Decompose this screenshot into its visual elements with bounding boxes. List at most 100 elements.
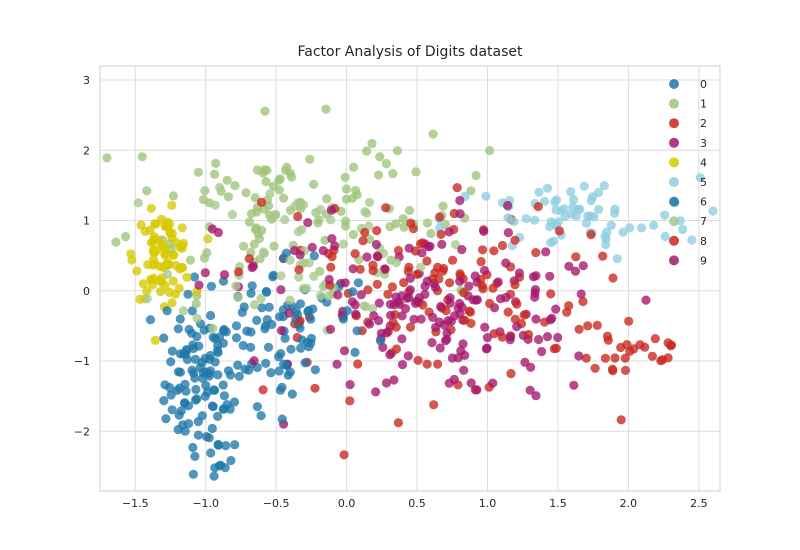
data-point <box>479 265 490 276</box>
data-point <box>352 190 362 200</box>
data-point <box>459 365 469 375</box>
legend-marker-3 <box>669 137 679 148</box>
data-point <box>647 351 658 361</box>
data-point <box>187 306 197 316</box>
data-point <box>262 315 272 325</box>
data-point <box>391 344 402 354</box>
x-tick-label: −1.0 <box>192 497 219 510</box>
legend-marker-0 <box>669 79 679 89</box>
x-tick-label: 2.0 <box>620 497 638 510</box>
data-point <box>146 203 156 213</box>
data-point <box>650 334 660 344</box>
data-point <box>121 232 131 242</box>
data-point <box>234 371 244 381</box>
data-point <box>285 255 295 265</box>
data-point <box>436 229 446 239</box>
data-point <box>136 220 146 230</box>
data-point <box>601 234 611 244</box>
data-point <box>389 300 399 310</box>
data-point <box>405 285 415 295</box>
data-point <box>594 187 604 197</box>
data-point <box>197 411 207 421</box>
data-point <box>207 224 217 234</box>
data-point <box>341 221 351 231</box>
data-point <box>566 187 576 197</box>
data-point <box>350 249 360 259</box>
data-point <box>269 241 279 251</box>
data-point <box>375 336 385 346</box>
data-point <box>361 302 371 312</box>
data-point <box>479 226 489 236</box>
x-tick-label: 1.0 <box>479 497 497 510</box>
data-point <box>455 269 465 279</box>
data-point <box>503 228 513 238</box>
data-point <box>305 154 315 164</box>
data-point <box>405 322 416 332</box>
data-point <box>506 369 516 379</box>
data-point <box>258 385 268 395</box>
data-point <box>233 360 243 370</box>
data-point <box>391 258 401 268</box>
data-point <box>477 281 487 291</box>
data-point <box>191 299 201 309</box>
data-point <box>472 385 482 395</box>
data-point <box>413 355 423 365</box>
data-point <box>173 367 184 377</box>
data-point <box>148 255 159 265</box>
data-point <box>321 104 331 114</box>
data-point <box>583 321 593 331</box>
data-point <box>330 241 340 251</box>
legend-marker-7 <box>669 216 679 227</box>
data-point <box>493 277 503 287</box>
data-point <box>599 181 609 191</box>
data-point <box>534 187 544 197</box>
data-point <box>188 442 198 453</box>
data-point <box>620 353 630 363</box>
data-point <box>510 280 520 290</box>
data-point <box>602 331 613 341</box>
legend-marker-2 <box>669 118 679 129</box>
data-point <box>581 218 592 228</box>
data-point <box>505 332 516 342</box>
data-point <box>569 194 579 205</box>
data-point <box>531 314 541 324</box>
x-tick-labels: −1.5 −1.0 −0.5 0.0 0.5 1.0 1.5 2.0 2.5 <box>122 497 708 510</box>
data-point <box>356 290 366 300</box>
data-point <box>456 346 466 356</box>
data-point <box>261 286 271 297</box>
data-point <box>590 363 600 373</box>
data-point <box>178 420 188 430</box>
data-point <box>264 201 274 211</box>
data-point <box>586 230 596 240</box>
data-point <box>192 313 202 323</box>
data-point <box>554 226 565 236</box>
data-point <box>326 215 336 225</box>
data-point <box>438 201 448 211</box>
legend-label-3: 3 <box>700 137 707 150</box>
data-point <box>374 298 384 308</box>
data-point <box>657 355 668 365</box>
x-tick-label: 1.5 <box>549 497 567 510</box>
data-point <box>559 204 569 214</box>
data-point <box>199 325 209 335</box>
data-point <box>372 226 382 236</box>
data-point <box>382 328 392 338</box>
data-point <box>297 225 307 235</box>
data-point <box>164 219 174 229</box>
data-point <box>242 326 252 336</box>
data-point <box>133 198 143 208</box>
x-tick-label: 0.5 <box>408 497 426 510</box>
data-point <box>313 218 323 228</box>
data-point <box>167 346 177 356</box>
data-point <box>372 279 382 289</box>
data-point <box>482 333 492 343</box>
data-point <box>455 276 465 286</box>
legend-label-5: 5 <box>700 176 707 189</box>
data-point <box>241 188 251 198</box>
data-point <box>295 316 305 326</box>
data-point <box>545 271 555 281</box>
data-point <box>276 349 286 359</box>
data-point <box>252 165 262 175</box>
data-point <box>341 184 351 194</box>
data-point <box>339 346 350 356</box>
